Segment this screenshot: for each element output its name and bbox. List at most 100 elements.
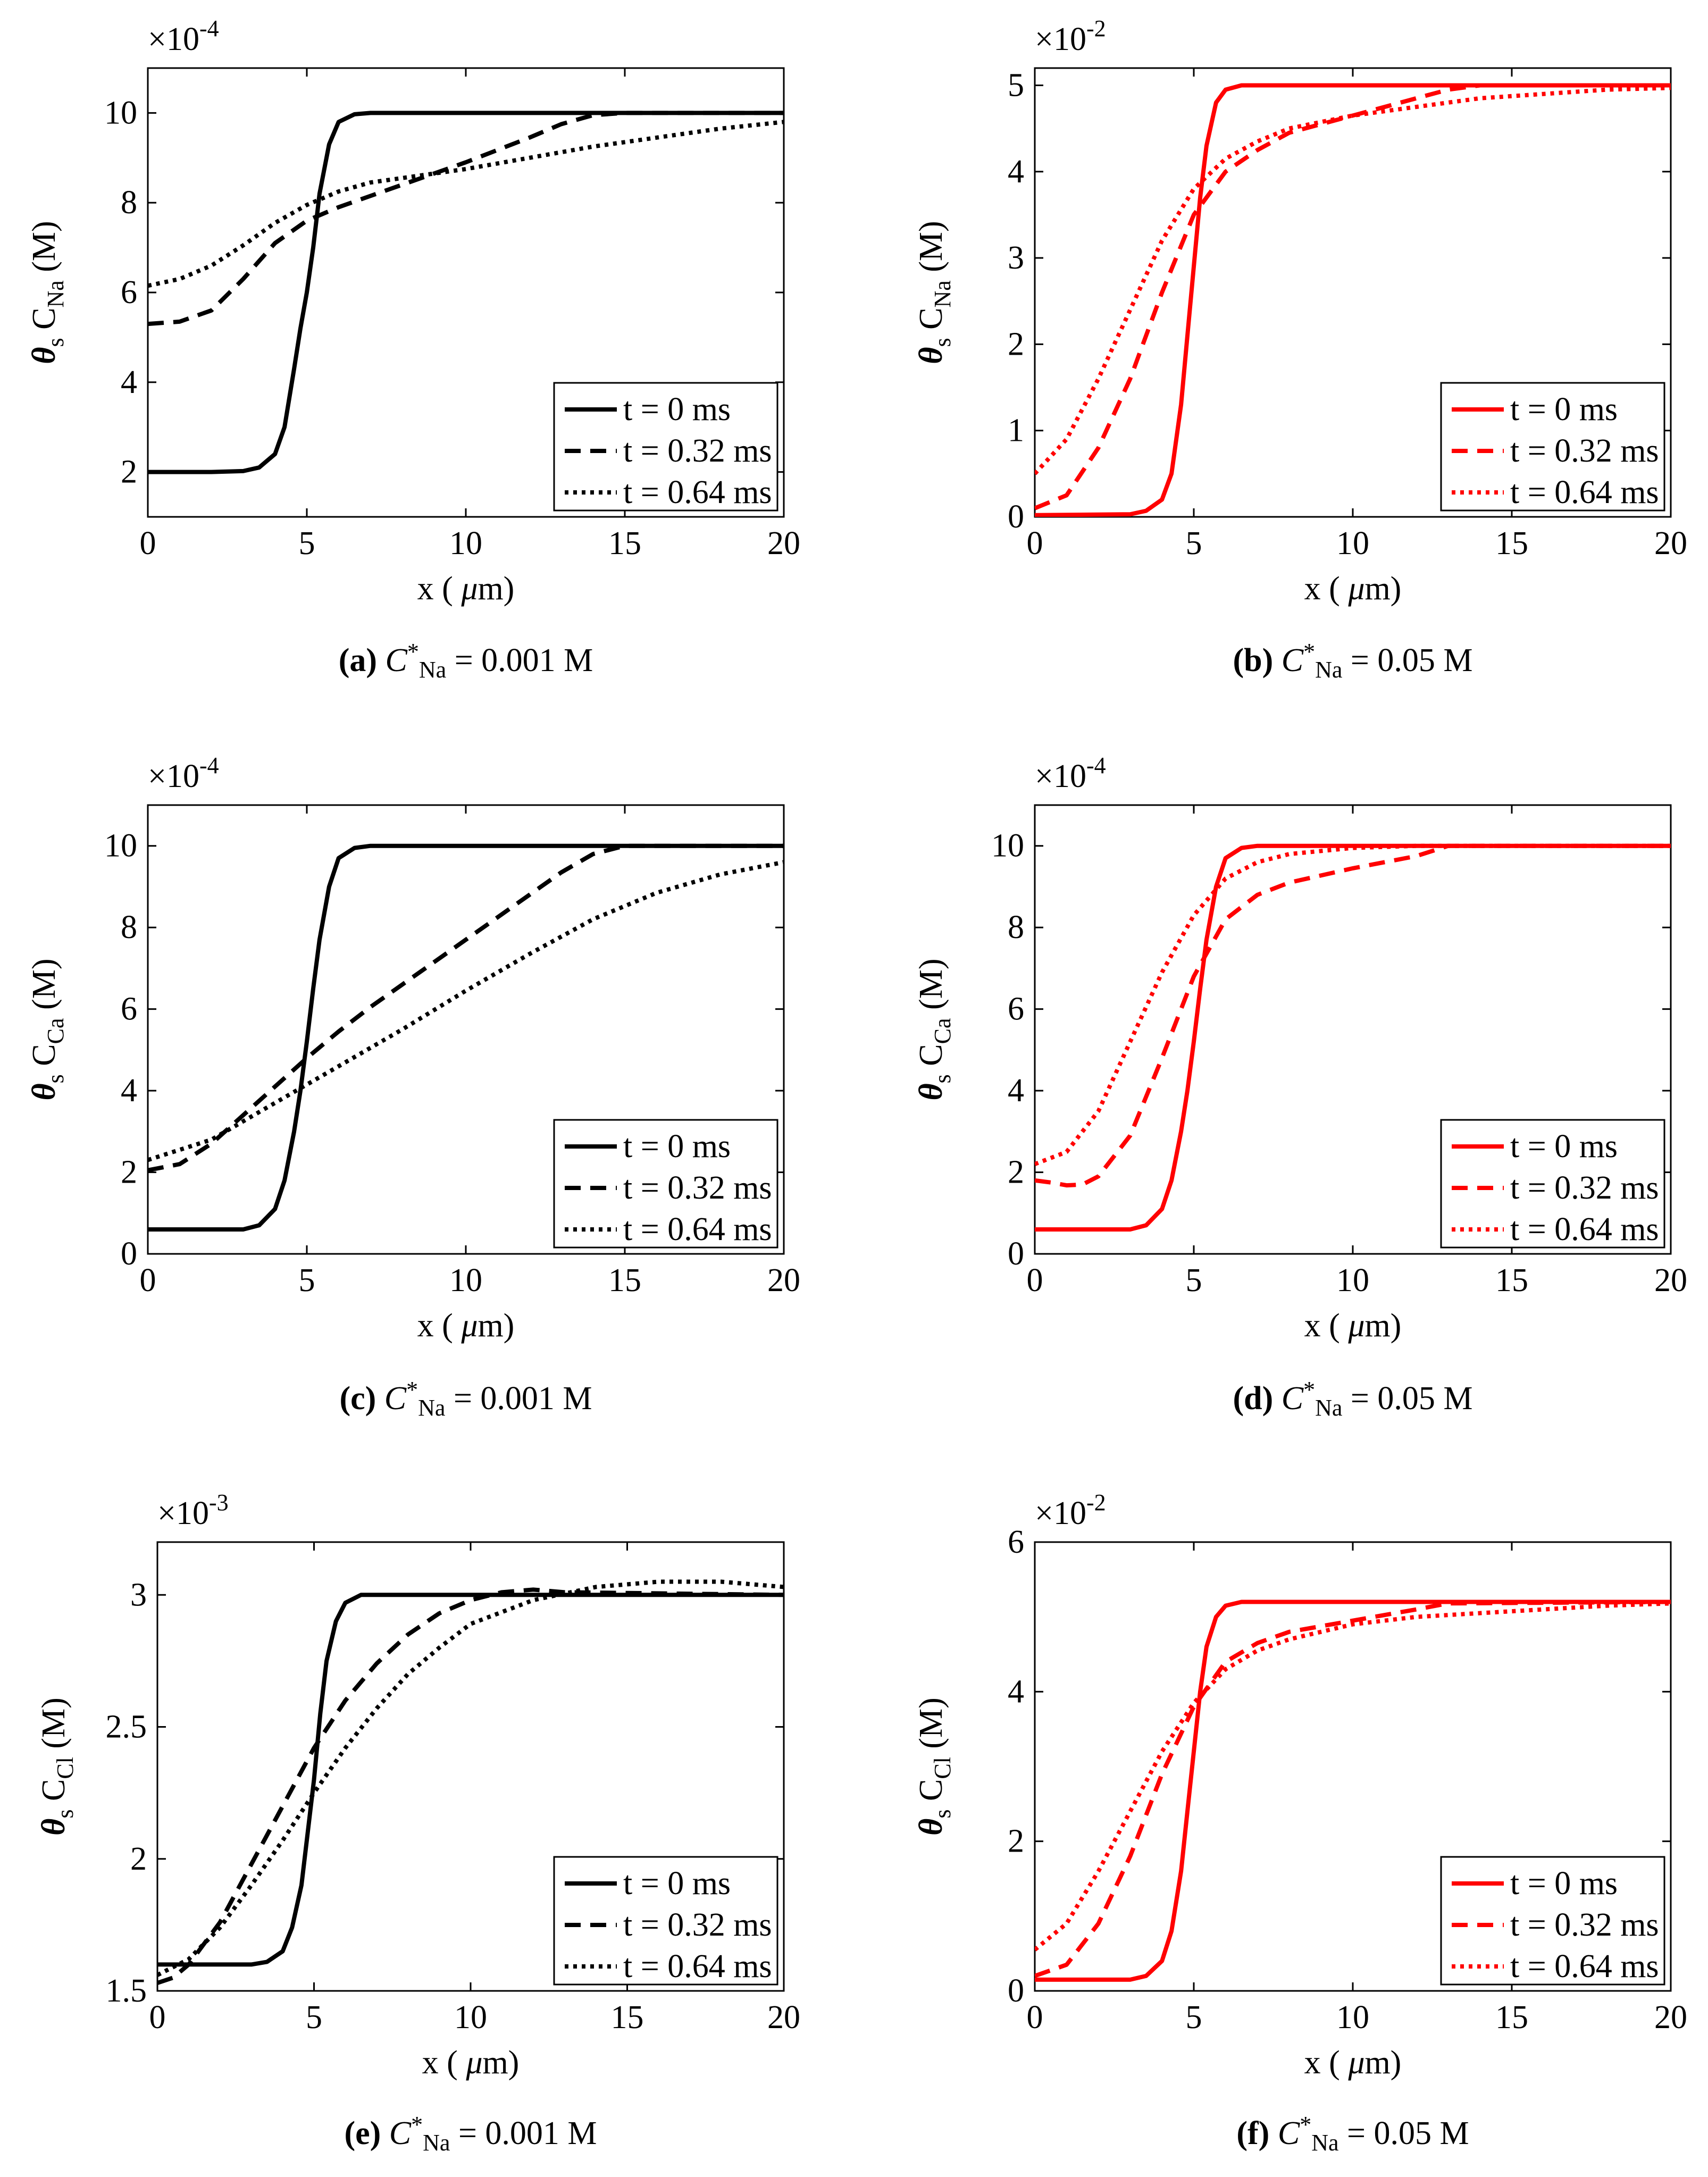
legend-frame [553,1119,778,1249]
y-tick-label: 4 [1008,154,1024,190]
x-tick-label: 15 [611,1999,644,2036]
y-tick-label: 2 [130,1841,147,1877]
x-axis-label: x ( μm) [422,2045,520,2081]
legend: t = 0 ms t = 0.32 ms t = 0.64 ms [1440,1119,1665,1249]
legend: t = 0 ms t = 0.32 ms t = 0.64 ms [1440,382,1665,512]
caption-subscript: Na [1315,1395,1343,1421]
legend: t = 0 ms t = 0.32 ms t = 0.64 ms [553,382,778,512]
exponent-base: ×10 [148,21,199,57]
y-tick-label: 6 [1008,1524,1024,1560]
x-tick-label: 10 [449,1262,482,1299]
legend-frame [1440,1119,1665,1249]
series-line-dashed [157,1587,784,1985]
series-line-solid [1035,83,1671,517]
caption-superscript: * [1303,1377,1316,1403]
x-tick-label: 10 [449,525,482,562]
x-tick-label: 15 [608,1262,641,1299]
x-tick-label: 5 [299,1262,315,1299]
y-tick-label: 2.5 [106,1709,147,1745]
x-tick-label: 5 [1186,525,1202,562]
y-tick-label: 5 [1008,67,1024,103]
y-axis-label: θs CCl (M) [913,1697,956,1836]
x-axis-label: x ( μm) [1304,1308,1402,1344]
y-tick-label: 6 [121,274,137,311]
chart-panel-e: 0 5 10 15 20 1.5 2 2.5 3 ×10-3 x ( μm) θs CCl (M) t … [36,1489,800,2081]
y-tick-label: 1.5 [106,1973,147,2009]
legend-frame [1440,1856,1665,1986]
y-tick-label: 2 [1008,1154,1024,1191]
y-tick-label: 2 [1008,1823,1024,1860]
series-line-dashed [1035,1600,1671,1978]
series-line-dotted [157,1579,784,1977]
y-tick-label: 0 [121,1236,137,1272]
series-line-dotted [148,120,784,288]
exponent-power: -3 [209,1489,229,1515]
caption-variable: C [1273,642,1304,679]
y-tick-label: 2 [121,454,137,490]
x-tick-label: 5 [1186,1262,1202,1299]
legend-label: t = 0.64 ms [1510,1948,1659,1985]
caption-label: (f) [1236,2115,1270,2151]
x-axis-label: x ( μm) [1304,2045,1402,2081]
exponent-base: ×10 [1035,21,1086,57]
panel-caption: (b) C*Na = 0.05 M [954,638,1708,683]
caption-value: = 0.05 M [1338,2115,1469,2151]
caption-subscript: Na [1311,2130,1339,2156]
panel-caption: (d) C*Na = 0.05 M [954,1376,1708,1421]
x-tick-label: 20 [1654,525,1687,562]
y-tick-label: 6 [121,991,137,1027]
caption-subscript: Na [418,1395,446,1421]
legend-frame [553,382,778,512]
caption-superscript: * [406,1377,418,1403]
exponent-label: ×10-2 [1035,15,1106,57]
chart-panel-b: 0 5 10 15 20 0 1 2 3 4 5 ×10-2 x ( μm) θs CNa (M) t = … [913,15,1687,607]
x-tick-label: 20 [767,525,800,562]
x-tick-label: 10 [1336,525,1369,562]
legend-label: t = 0.32 ms [1510,1907,1659,1943]
series-line-solid [157,1593,784,1967]
chart-panel-c: 0 5 10 15 20 0 2 4 6 8 10 ×10-4 x ( μm) θs CCa (M) t =… [26,752,800,1344]
exponent-power: -4 [199,15,219,41]
caption-superscript: * [1300,2112,1312,2138]
caption-value: = 0.05 M [1342,642,1473,679]
panel-caption: (e) C*Na = 0.001 M [72,2111,869,2156]
exponent-base: ×10 [157,1495,209,1531]
y-tick-label: 2 [1008,326,1024,362]
caption-variable: C [376,1380,407,1417]
y-tick-label: 1 [1008,413,1024,449]
legend-label: t = 0.64 ms [623,1211,772,1247]
caption-superscript: * [411,2112,423,2138]
legend-label: t = 0 ms [623,391,731,428]
y-tick-label: 8 [121,185,137,221]
series-line-solid [1035,1600,1671,1982]
x-tick-label: 10 [454,1999,487,2036]
caption-value: = 0.001 M [445,1380,592,1417]
series-line-dashed [1035,843,1671,1188]
y-tick-label: 0 [1008,1973,1024,2009]
legend-label: t = 0 ms [623,1128,731,1165]
exponent-label: ×10-3 [157,1489,229,1531]
legend-label: t = 0.64 ms [623,474,772,510]
y-tick-label: 6 [1008,991,1024,1027]
series-line-dashed [148,843,784,1173]
x-tick-label: 15 [1495,1262,1528,1299]
y-tick-label: 0 [1008,499,1024,535]
y-tick-label: 2 [121,1154,137,1191]
caption-variable: C [1273,1380,1304,1417]
y-tick-label: 4 [121,364,137,400]
caption-label: (c) [339,1380,376,1417]
legend-label: t = 0.32 ms [623,1907,772,1943]
legend-label: t = 0.64 ms [1510,474,1659,510]
caption-label: (e) [344,2115,381,2151]
chart-panel-a: 0 5 10 15 20 2 4 6 8 10 ×10-4 x ( μm) θs CNa (M) t = … [26,15,800,607]
legend-label: t = 0.64 ms [1510,1211,1659,1247]
legend: t = 0 ms t = 0.32 ms t = 0.64 ms [553,1856,778,1986]
y-tick-label: 10 [104,828,137,864]
caption-variable: C [1269,2115,1300,2151]
x-tick-label: 15 [1495,1999,1528,2036]
x-tick-label: 10 [1336,1999,1369,2036]
exponent-power: -4 [199,752,219,778]
series-line-dotted [1035,843,1671,1166]
x-tick-label: 5 [299,525,315,562]
x-tick-label: 20 [767,1999,800,2036]
